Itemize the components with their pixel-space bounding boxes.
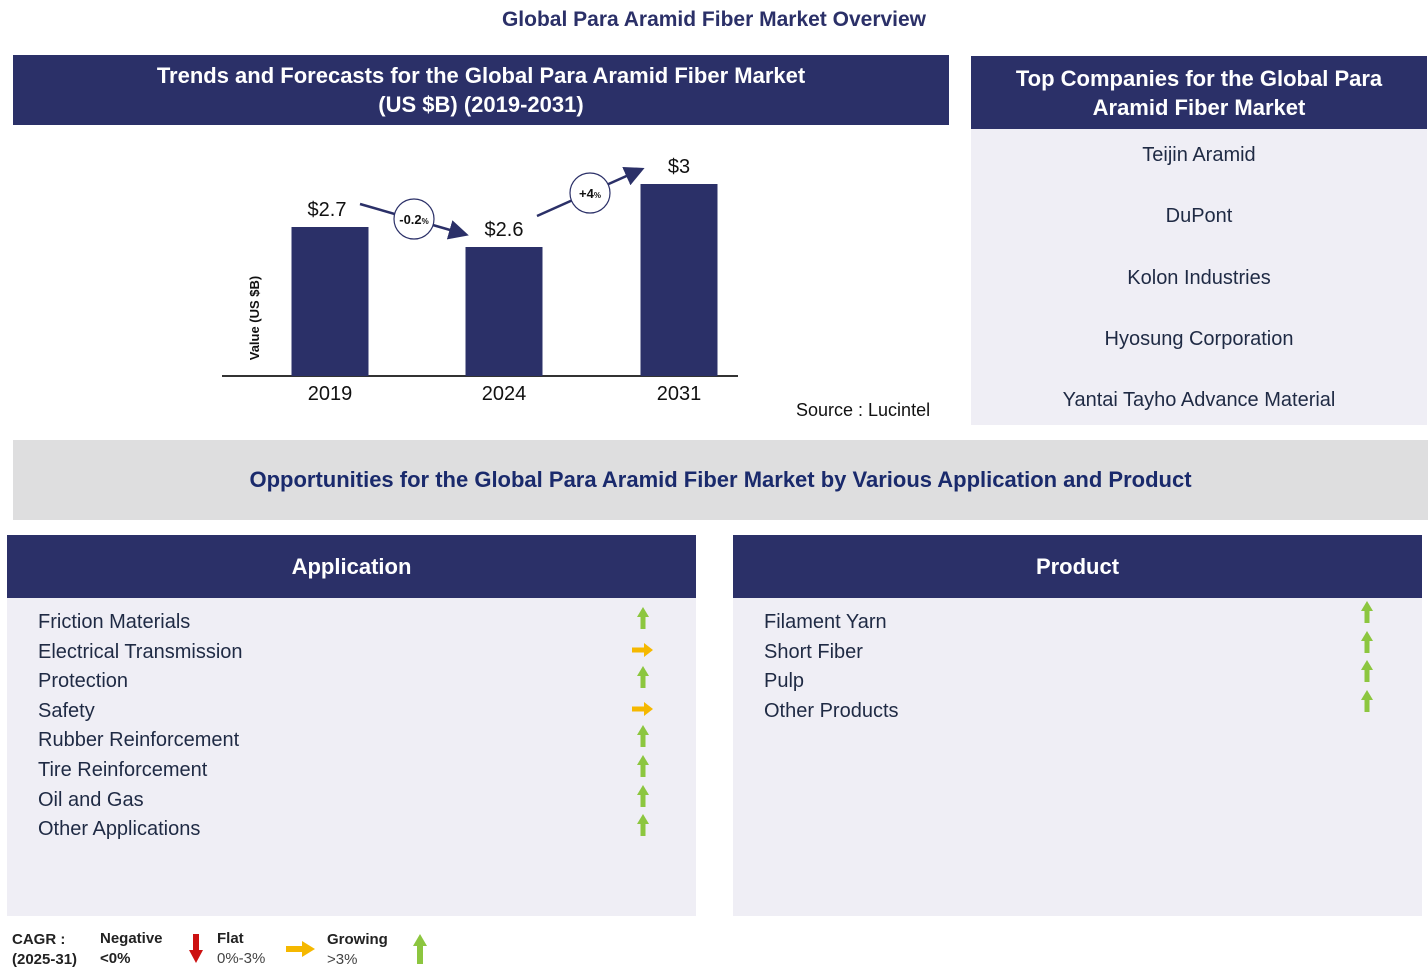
product-panel: Filament Yarn Short Fiber Pulp Other Produc…	[733, 598, 1422, 916]
up-arrow-icon	[1360, 689, 1374, 717]
legend-growing-label: Growing	[327, 931, 388, 948]
legend-negative-label: Negative	[100, 930, 163, 947]
list-item: Safety	[38, 699, 95, 722]
right-arrow-icon	[632, 642, 654, 662]
companies-header: Top Companies for the Global Para Aramid…	[971, 56, 1427, 129]
bar	[640, 184, 718, 376]
x-tick-label: 2019	[308, 383, 353, 405]
down-arrow-icon	[189, 934, 203, 963]
company-item: Hyosung Corporation	[1104, 328, 1294, 350]
bar-value-label: $2.7	[308, 199, 347, 221]
product-header: Product	[733, 535, 1422, 598]
legend-cagr-period: (2025-31)	[12, 951, 78, 968]
list-item: Filament Yarn	[764, 611, 887, 633]
up-arrow-icon	[1360, 601, 1374, 628]
up-arrow-icon	[636, 755, 650, 782]
right-arrow-icon	[286, 941, 315, 957]
bar-value-label: $2.6	[485, 219, 524, 241]
up-arrow-icon	[636, 784, 650, 812]
list-item: Other Products	[764, 699, 899, 722]
up-arrow-icon	[1360, 660, 1374, 687]
list-item: Short Fiber	[764, 640, 863, 663]
cagr-label: -0.2%	[399, 212, 429, 227]
up-arrow-icon	[636, 607, 650, 634]
bar	[291, 227, 369, 376]
legend-negative-range: <0%	[100, 950, 131, 967]
chart-header-line1: Trends and Forecasts for the Global Para…	[156, 63, 806, 88]
list-item: Rubber Reinforcement	[38, 729, 240, 752]
source-note: Source : Lucintel	[796, 400, 931, 420]
company-item: Teijin Aramid	[1142, 144, 1256, 166]
company-item: Kolon Industries	[1127, 267, 1271, 289]
list-item: Oil and Gas	[38, 788, 144, 811]
bar	[465, 247, 543, 376]
up-arrow-icon	[636, 814, 650, 841]
x-tick-label: 2031	[657, 383, 702, 405]
bar-value-label: $3	[668, 156, 690, 178]
chart-header-line2: (US $B) (2019-2031)	[378, 92, 584, 117]
company-item: DuPont	[1165, 205, 1233, 227]
opportunities-title: Opportunities for the Global Para Aramid…	[13, 440, 1428, 520]
page-title: Global Para Aramid Fiber Market Overview	[501, 8, 927, 31]
chart-header: Trends and Forecasts for the Global Para…	[13, 55, 949, 125]
list-item: Other Applications	[38, 818, 201, 841]
x-tick-label: 2024	[482, 383, 527, 405]
legend-flat-range: 0%-3%	[217, 950, 266, 967]
up-arrow-icon	[636, 666, 650, 693]
list-item: Protection	[38, 670, 129, 693]
bar-chart: Value (US $B) $2.7 2019 $2.6 2024 $3 2031 -0.2%…	[222, 156, 738, 405]
list-item: Pulp	[764, 670, 805, 693]
up-arrow-icon	[413, 934, 427, 964]
companies-header-line1: Top Companies for the Global Para	[1015, 65, 1383, 91]
company-item: Yantai Tayho Advance Material	[1062, 389, 1336, 411]
list-item: Tire Reinforcement	[38, 759, 208, 781]
right-arrow-icon	[632, 701, 654, 721]
legend-cagr-label: CAGR :	[12, 931, 66, 948]
cagr-label: +4%	[579, 186, 601, 201]
up-arrow-icon	[636, 725, 650, 752]
application-panel: Friction Materials Electrical Transmissio…	[7, 598, 696, 916]
companies-header-line2: Aramid Fiber Market	[1092, 94, 1306, 120]
up-arrow-icon	[1360, 630, 1374, 658]
cagr-circle	[569, 172, 611, 214]
list-item: Friction Materials	[38, 611, 191, 633]
y-axis-label: Value (US $B)	[247, 276, 262, 361]
legend-growing-range: >3%	[327, 951, 358, 968]
cagr-circle	[393, 198, 435, 240]
companies-list: Teijin Aramid DuPont Kolon Industries Hy…	[971, 129, 1427, 425]
legend-flat-label: Flat	[217, 930, 244, 947]
list-item: Electrical Transmission	[38, 640, 243, 663]
application-header: Application	[7, 535, 696, 598]
